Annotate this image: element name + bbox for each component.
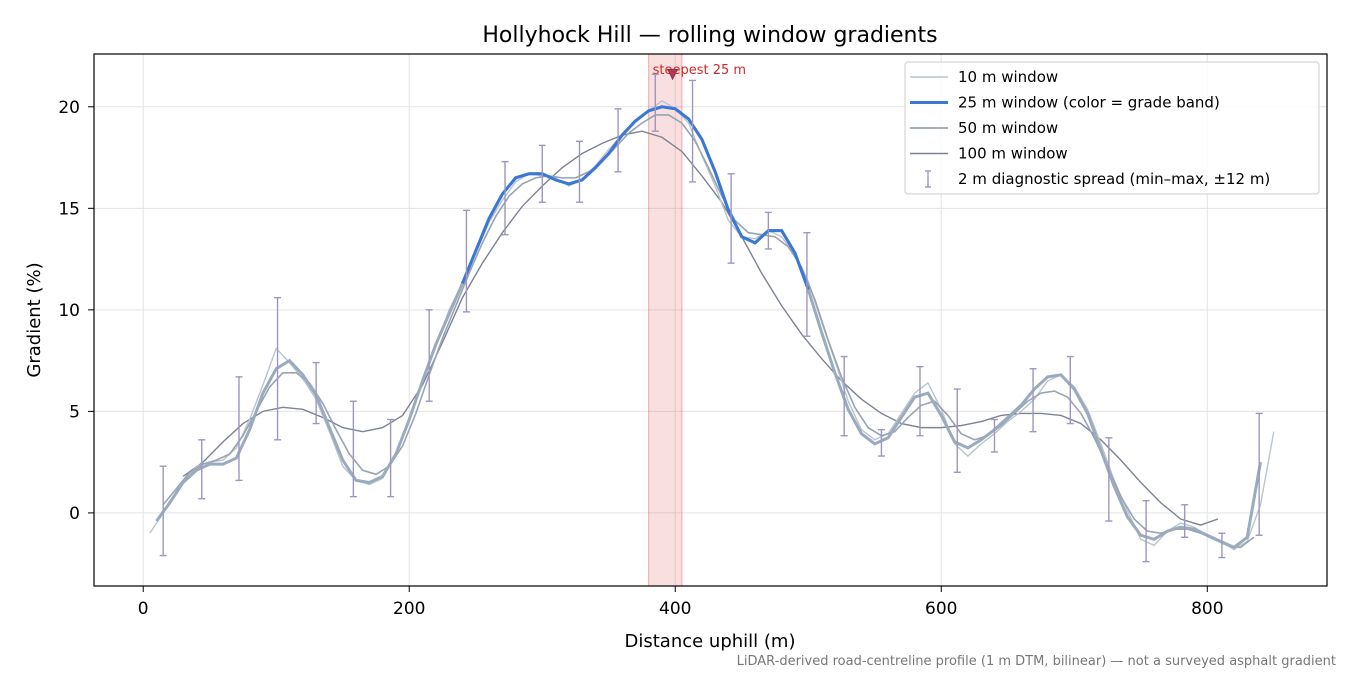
footnote: LiDAR-derived road-centreline profile (1… bbox=[737, 654, 1336, 669]
error-bar bbox=[651, 73, 659, 132]
x-tick-label: 200 bbox=[393, 599, 425, 619]
chart-title: Hollyhock Hill — rolling window gradient… bbox=[482, 23, 937, 48]
svg-text:10 m window: 10 m window bbox=[958, 68, 1058, 86]
error-bar bbox=[575, 140, 583, 203]
steepest-marker-layer bbox=[666, 68, 679, 81]
plot-frame bbox=[93, 53, 1328, 587]
error-bar bbox=[1029, 368, 1037, 433]
error-bar bbox=[877, 428, 885, 457]
error-bar bbox=[689, 79, 697, 183]
x-axis-label: Distance uphill (m) bbox=[625, 631, 796, 652]
error-bar bbox=[312, 361, 320, 425]
error-bar bbox=[990, 418, 998, 453]
error-bar bbox=[803, 231, 811, 337]
error-bar bbox=[1105, 437, 1113, 522]
svg-text:25 m window (color = grade ban: 25 m window (color = grade band) bbox=[958, 94, 1220, 112]
steepest-label: steepest 25 m bbox=[653, 63, 746, 78]
legend-item: 10 m window bbox=[910, 68, 1058, 86]
x-tick-label: 600 bbox=[925, 599, 957, 619]
error-bar bbox=[614, 108, 622, 173]
y-axis-label: Gradient (%) bbox=[24, 262, 45, 377]
svg-text:2 m diagnostic spread (min–max: 2 m diagnostic spread (min–max, ±12 m) bbox=[958, 170, 1270, 188]
x-tick-label: 400 bbox=[659, 599, 691, 619]
legend: 10 m window 25 m window (color = grade ba… bbox=[904, 61, 1320, 195]
x-axis: 0 200 400 600 800 bbox=[138, 586, 1224, 619]
error-bar bbox=[1218, 532, 1226, 559]
legend-item: 100 m window bbox=[910, 145, 1068, 163]
svg-text:100 m window: 100 m window bbox=[958, 145, 1068, 163]
series-10m bbox=[149, 99, 1275, 551]
error-bar bbox=[387, 418, 395, 498]
error-bar bbox=[764, 211, 772, 250]
y-tick-label: 0 bbox=[69, 504, 80, 524]
series-50m bbox=[162, 114, 1255, 549]
error-bar bbox=[1181, 504, 1189, 538]
series-25m-steep-band bbox=[461, 105, 810, 291]
x-tick-label: 800 bbox=[1191, 599, 1223, 619]
y-tick-label: 10 bbox=[58, 301, 80, 321]
error-bar bbox=[159, 465, 167, 557]
series-100m bbox=[182, 130, 1219, 526]
error-bar bbox=[235, 376, 243, 482]
y-tick-label: 20 bbox=[58, 98, 80, 118]
x-tick-label: 0 bbox=[138, 599, 149, 619]
error-bar bbox=[538, 144, 546, 203]
error-bar bbox=[1255, 412, 1263, 536]
series-lines bbox=[149, 99, 1275, 551]
error-bar bbox=[727, 173, 735, 264]
error-bar bbox=[349, 400, 357, 498]
y-axis: 0 5 10 15 20 bbox=[58, 98, 94, 524]
error-bar bbox=[916, 366, 924, 437]
error-bar bbox=[840, 355, 848, 437]
error-bar bbox=[501, 160, 509, 236]
y-tick-label: 15 bbox=[58, 199, 80, 219]
legend-item: 25 m window (color = grade band) bbox=[910, 94, 1220, 112]
steepest-band bbox=[648, 53, 683, 587]
error-bar bbox=[953, 388, 961, 473]
legend-item: 50 m window bbox=[910, 119, 1058, 137]
error-bar bbox=[425, 309, 433, 402]
legend-box bbox=[904, 61, 1320, 195]
steepest-marker bbox=[666, 68, 679, 81]
error-bar bbox=[198, 439, 206, 500]
svg-text:50 m window: 50 m window bbox=[958, 119, 1058, 137]
error-bar bbox=[1066, 355, 1074, 425]
legend-item: 2 m diagnostic spread (min–max, ±12 m) bbox=[925, 170, 1270, 188]
error-bar bbox=[1142, 500, 1150, 563]
error-bar bbox=[462, 209, 470, 313]
error-bars bbox=[159, 73, 1263, 563]
y-tick-label: 5 bbox=[69, 402, 80, 422]
error-bar bbox=[274, 296, 282, 441]
